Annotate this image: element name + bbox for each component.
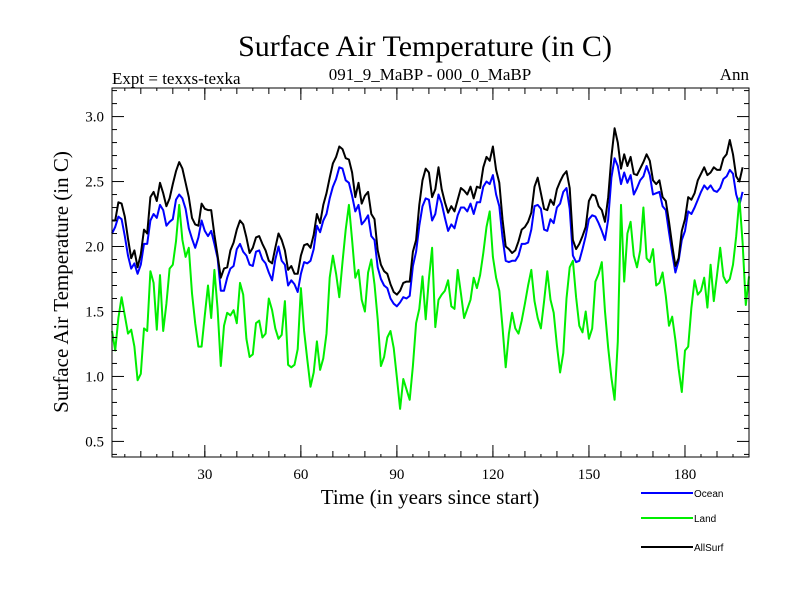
y-axis-label: Surface Air Temperature (in C) <box>49 151 73 413</box>
plot-area: 30 60 90 120 150 180 0.5 1.0 1.5 2.0 2.5 3.0 <box>85 87 750 483</box>
x-tick-label: 90 <box>389 467 404 483</box>
y-tick-label: 2.5 <box>85 175 104 191</box>
legend-label-allsurf: AllSurf <box>694 543 724 554</box>
x-tick-label: 120 <box>482 467 505 483</box>
y-tick-label: 3.0 <box>85 110 104 126</box>
period-label: 091_9_MaBP - 000_0_MaBP <box>329 65 531 84</box>
y-tick-label: 1.5 <box>85 304 104 320</box>
series-line-land <box>111 197 750 410</box>
y-tick-label: 2.0 <box>85 240 104 256</box>
season-label: Ann <box>720 65 750 84</box>
series-line-ocean <box>111 157 744 308</box>
chart-title: Surface Air Temperature (in C) <box>238 30 612 63</box>
y-tick-label: 1.0 <box>85 369 104 385</box>
series-line-allsurf <box>112 127 744 296</box>
x-tick-label: 150 <box>578 467 601 483</box>
x-tick-label: 60 <box>293 467 308 483</box>
x-axis-label: Time (in years since start) <box>321 485 540 509</box>
legend-label-ocean: Ocean <box>694 489 723 500</box>
y-tick-label: 0.5 <box>85 434 104 450</box>
experiment-label: Expt = texxs-texka <box>112 69 241 88</box>
legend-label-land: Land <box>694 514 716 525</box>
legend: Ocean Land AllSurf <box>641 489 724 554</box>
x-tick-label: 30 <box>197 467 212 483</box>
x-tick-label: 180 <box>674 467 697 483</box>
